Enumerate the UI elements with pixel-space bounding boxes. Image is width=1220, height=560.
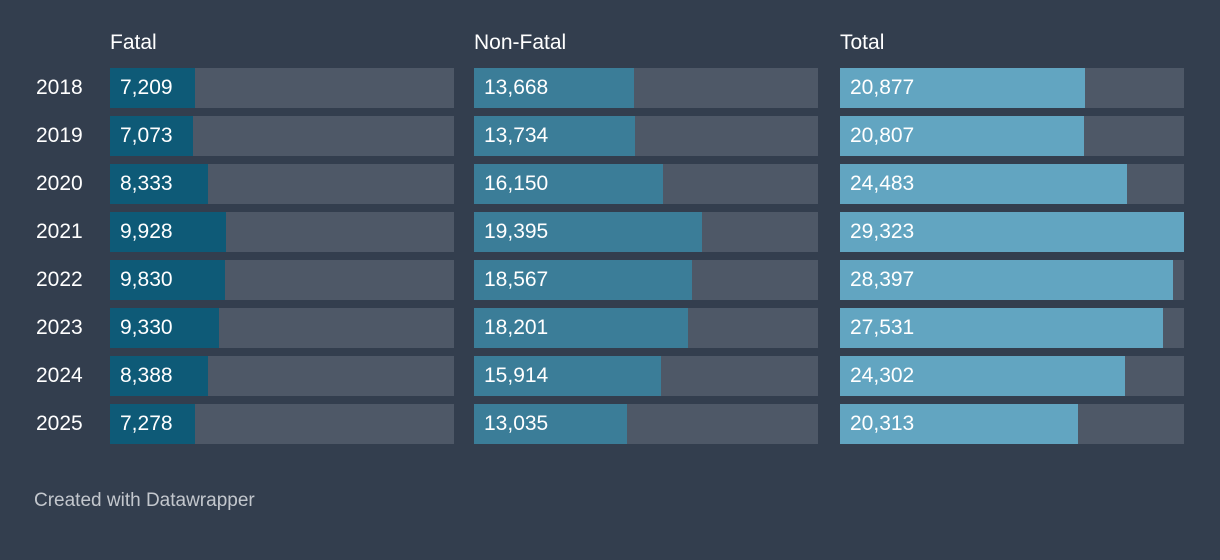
bar-value-label: 28,397: [850, 268, 915, 291]
bar-non-fatal: [474, 212, 702, 252]
bar-value-label: 18,201: [484, 316, 549, 339]
bar-non-fatal: [474, 308, 688, 348]
bar-total: [840, 308, 1163, 348]
bar-value-label: 16,150: [484, 172, 549, 195]
bar-track-total: 28,397: [840, 260, 1184, 300]
bar-value-label: 29,323: [850, 220, 915, 243]
bar-value-label: 13,668: [484, 76, 549, 99]
bar-track-non-fatal: 15,914: [474, 356, 818, 396]
bar-value-label: 20,807: [850, 124, 915, 147]
bar-value-label: 13,734: [484, 124, 549, 147]
year-label: 2019: [36, 124, 83, 147]
bar-total: [840, 404, 1078, 444]
bar-fatal: [110, 116, 193, 156]
bar-value-label: 15,914: [484, 364, 549, 387]
bar-track-non-fatal: 13,734: [474, 116, 818, 156]
year-label: 2024: [36, 364, 83, 387]
bar-non-fatal: [474, 68, 634, 108]
year-label: 2021: [36, 220, 83, 243]
bar-value-label: 8,388: [120, 364, 173, 387]
year-label: 2023: [36, 316, 83, 339]
bar-fatal: [110, 308, 219, 348]
bar-fatal: [110, 212, 226, 252]
year-label: 2025: [36, 412, 83, 435]
bar-fatal: [110, 404, 195, 444]
bar-track-fatal: 7,073: [110, 116, 454, 156]
credit-footer: Created with Datawrapper: [34, 490, 255, 511]
bar-fatal: [110, 356, 208, 396]
bar-non-fatal: [474, 164, 663, 204]
bar-fatal: [110, 164, 208, 204]
bar-total: [840, 116, 1084, 156]
bar-total: [840, 68, 1085, 108]
bar-track-non-fatal: 16,150: [474, 164, 818, 204]
bar-value-label: 8,333: [120, 172, 173, 195]
bar-track-non-fatal: 19,395: [474, 212, 818, 252]
column-title-total: Total: [840, 31, 885, 54]
bar-value-label: 19,395: [484, 220, 549, 243]
bar-value-label: 9,830: [120, 268, 173, 291]
column-title-non-fatal: Non-Fatal: [474, 31, 567, 54]
bar-track-fatal: 7,278: [110, 404, 454, 444]
bar-value-label: 24,483: [850, 172, 915, 195]
bar-track-non-fatal: 18,567: [474, 260, 818, 300]
bar-non-fatal: [474, 260, 692, 300]
bar-track-total: 27,531: [840, 308, 1184, 348]
bar-track-fatal: 8,333: [110, 164, 454, 204]
bar-track-total: 20,807: [840, 116, 1184, 156]
bar-track-fatal: 7,209: [110, 68, 454, 108]
chart: Fatal Non-Fatal Total 2018 7,209 13,668 20,877…: [36, 31, 1184, 444]
year-label: 2020: [36, 172, 83, 195]
bar-track-fatal: 9,830: [110, 260, 454, 300]
bar-track-total: 20,877: [840, 68, 1184, 108]
bar-track-total: 24,483: [840, 164, 1184, 204]
bar-fatal: [110, 260, 225, 300]
bar-value-label: 7,209: [120, 76, 173, 99]
bar-total: [840, 356, 1125, 396]
bar-value-label: 20,313: [850, 412, 915, 435]
bar-value-label: 18,567: [484, 268, 549, 291]
bar-track-total: 20,313: [840, 404, 1184, 444]
bar-track-fatal: 8,388: [110, 356, 454, 396]
bar-value-label: 7,278: [120, 412, 173, 435]
year-label: 2018: [36, 76, 83, 99]
bar-value-label: 24,302: [850, 364, 915, 387]
bar-track-non-fatal: 13,035: [474, 404, 818, 444]
bar-track-total: 24,302: [840, 356, 1184, 396]
bar-track-fatal: 9,330: [110, 308, 454, 348]
bar-total: [840, 164, 1127, 204]
bar-non-fatal: [474, 356, 661, 396]
bar-value-label: 27,531: [850, 316, 915, 339]
bar-track-non-fatal: 13,668: [474, 68, 818, 108]
bar-track-non-fatal: 18,201: [474, 308, 818, 348]
bar-track-total: 29,323: [840, 212, 1184, 252]
bar-value-label: 13,035: [484, 412, 549, 435]
bar-value-label: 9,330: [120, 316, 173, 339]
year-label: 2022: [36, 268, 83, 291]
bar-track-fatal: 9,928: [110, 212, 454, 252]
bar-non-fatal: [474, 116, 635, 156]
bar-fatal: [110, 68, 195, 108]
bar-total: [840, 260, 1173, 300]
bar-non-fatal: [474, 404, 627, 444]
column-title-fatal: Fatal: [110, 31, 157, 54]
bar-value-label: 9,928: [120, 220, 173, 243]
bar-total: [840, 212, 1184, 252]
bar-value-label: 20,877: [850, 76, 915, 99]
bar-value-label: 7,073: [120, 124, 173, 147]
